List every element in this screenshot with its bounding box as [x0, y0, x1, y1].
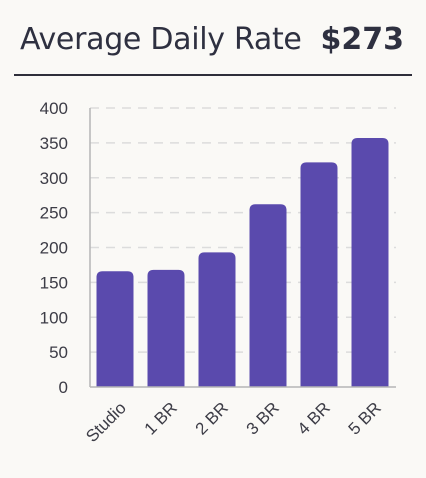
y-tick-label-0: 0 [59, 378, 68, 397]
x-tick-label-5-br: 5 BR [345, 398, 385, 438]
gridlines [90, 107, 396, 353]
bar-1-br [147, 269, 185, 387]
y-tick-label-50: 50 [49, 343, 68, 362]
x-tick-label-1-br: 1 BR [141, 398, 181, 438]
y-tick-label-150: 150 [40, 273, 68, 292]
x-tick-label-2-br: 2 BR [192, 398, 232, 438]
x-axis: Studio 1 BR 2 BR 3 BR 4 BR 5 BR [82, 386, 396, 446]
y-tick-label-300: 300 [40, 169, 68, 188]
average-rate-value: $273 [320, 22, 405, 57]
y-tick-label-350: 350 [40, 134, 68, 153]
y-tick-label-400: 400 [40, 99, 68, 118]
bar-5-br [351, 137, 389, 387]
bar-studio [96, 271, 134, 387]
bars [96, 137, 389, 387]
x-tick-label-3-br: 3 BR [243, 398, 283, 438]
chart-header: Average Daily Rate $273 [14, 18, 412, 76]
bar-4-br [300, 162, 338, 387]
chart-title: Average Daily Rate [20, 22, 302, 57]
x-tick-label-studio: Studio [82, 398, 130, 446]
y-tick-label-250: 250 [40, 204, 68, 223]
y-tick-label-100: 100 [40, 308, 68, 327]
bar-3-br [249, 204, 287, 387]
y-axis: 0 50 100 150 200 250 300 350 400 [40, 99, 91, 397]
bar-2-br [198, 252, 236, 387]
x-tick-label-4-br: 4 BR [294, 398, 334, 438]
y-tick-label-200: 200 [40, 239, 68, 258]
